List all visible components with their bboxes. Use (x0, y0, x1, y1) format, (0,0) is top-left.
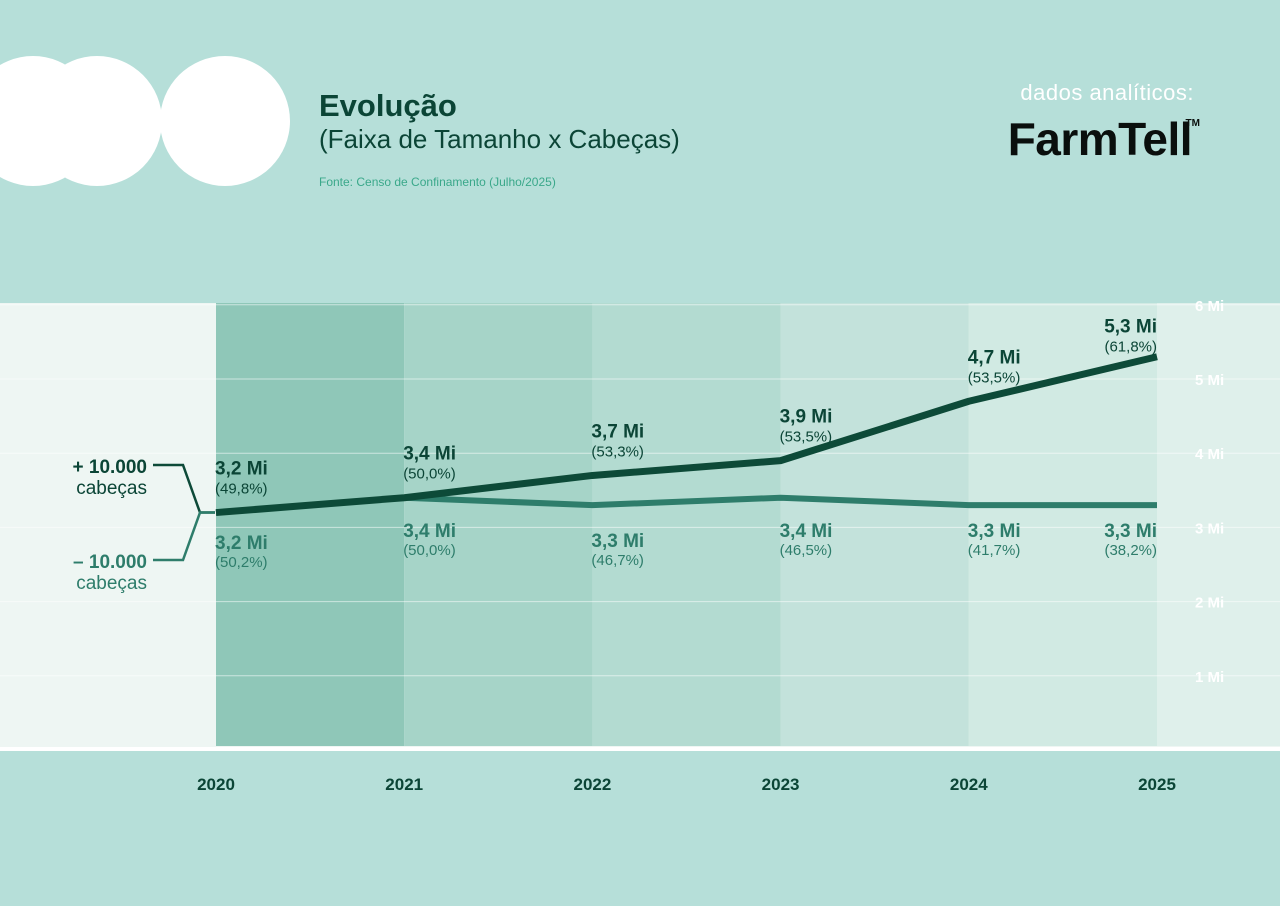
data-label-more-share: (61,8%) (1104, 339, 1157, 356)
year-band-2022 (592, 303, 781, 746)
x-tick-label: 2021 (385, 775, 423, 794)
data-label-less-value: 3,4 Mi (403, 521, 456, 542)
data-label-more-value: 3,9 Mi (780, 407, 833, 428)
data-label-less-share: (41,7%) (968, 542, 1021, 559)
legend-connector-less (153, 511, 215, 562)
y-tick-label: 3 Mi (1195, 520, 1224, 537)
legend-less: – 10.000 cabeças (0, 552, 147, 594)
data-label-less-share: (46,7%) (591, 552, 644, 569)
series-line-more (215, 353, 1158, 517)
brand-prefix: dados analíticos: (1020, 80, 1194, 105)
data-label-more-value: 4,7 Mi (968, 347, 1021, 368)
data-label-less-value: 3,3 Mi (1104, 521, 1157, 542)
data-label-more-value: 3,4 Mi (403, 444, 456, 465)
data-label-less-value: 3,4 Mi (780, 521, 833, 542)
plot-bottom-border (0, 747, 1280, 751)
page-subtitle: (Faixa de Tamanho x Cabeças) (319, 124, 680, 154)
x-tick-label: 2024 (950, 775, 988, 794)
page-title: Evolução (319, 88, 457, 123)
data-label-less-share: (38,2%) (1104, 542, 1157, 559)
legend-more: + 10.000 cabeças (0, 457, 148, 499)
x-tick-label: 2020 (197, 775, 235, 794)
data-label-less-share: (50,0%) (403, 542, 456, 559)
source-note: Fonte: Censo de Confinamento (Julho/2025… (319, 175, 556, 189)
data-label-less-value: 3,3 Mi (968, 521, 1021, 542)
data-label-more-share: (50,0%) (403, 466, 456, 483)
y-tick-label: 5 Mi (1195, 372, 1224, 389)
brand-logo: FarmTell (1007, 113, 1193, 165)
legend-more-unit: cabeças (76, 478, 147, 499)
y-tick-label: 6 Mi (1195, 298, 1224, 315)
data-label-more-value: 3,2 Mi (215, 459, 268, 480)
x-tick-label: 2025 (1138, 775, 1176, 794)
legend-less-value: – 10.000 (73, 552, 147, 573)
year-band-2023 (780, 303, 969, 746)
y-tick-label: 1 Mi (1195, 669, 1224, 686)
legend-more-value: + 10.000 (72, 457, 148, 478)
data-label-less-value: 3,3 Mi (591, 531, 644, 552)
year-band-2025 (1157, 303, 1280, 746)
data-label-more-share: (53,5%) (968, 369, 1021, 386)
y-tick-label: 2 Mi (1195, 595, 1224, 612)
year-band-2020 (216, 303, 405, 746)
decor-circle-2 (32, 56, 162, 186)
x-tick-label: 2022 (573, 775, 611, 794)
data-label-more-share: (53,3%) (591, 443, 644, 460)
x-tick-label: 2023 (762, 775, 800, 794)
y-tick-label: 4 Mi (1195, 446, 1224, 463)
data-label-more-share: (49,8%) (215, 481, 268, 498)
data-label-more-share: (53,5%) (780, 429, 833, 446)
data-label-less-value: 3,2 Mi (215, 533, 268, 554)
data-label-less-share: (46,5%) (780, 542, 833, 559)
legend-less-unit: cabeças (76, 573, 147, 594)
data-label-more-value: 5,3 Mi (1104, 317, 1157, 338)
decor-circle-3 (160, 56, 290, 186)
data-label-less-share: (50,2%) (215, 554, 268, 571)
data-label-more-value: 3,7 Mi (591, 421, 644, 442)
brand-trademark: TM (1185, 118, 1200, 129)
year-band-2021 (404, 303, 593, 746)
